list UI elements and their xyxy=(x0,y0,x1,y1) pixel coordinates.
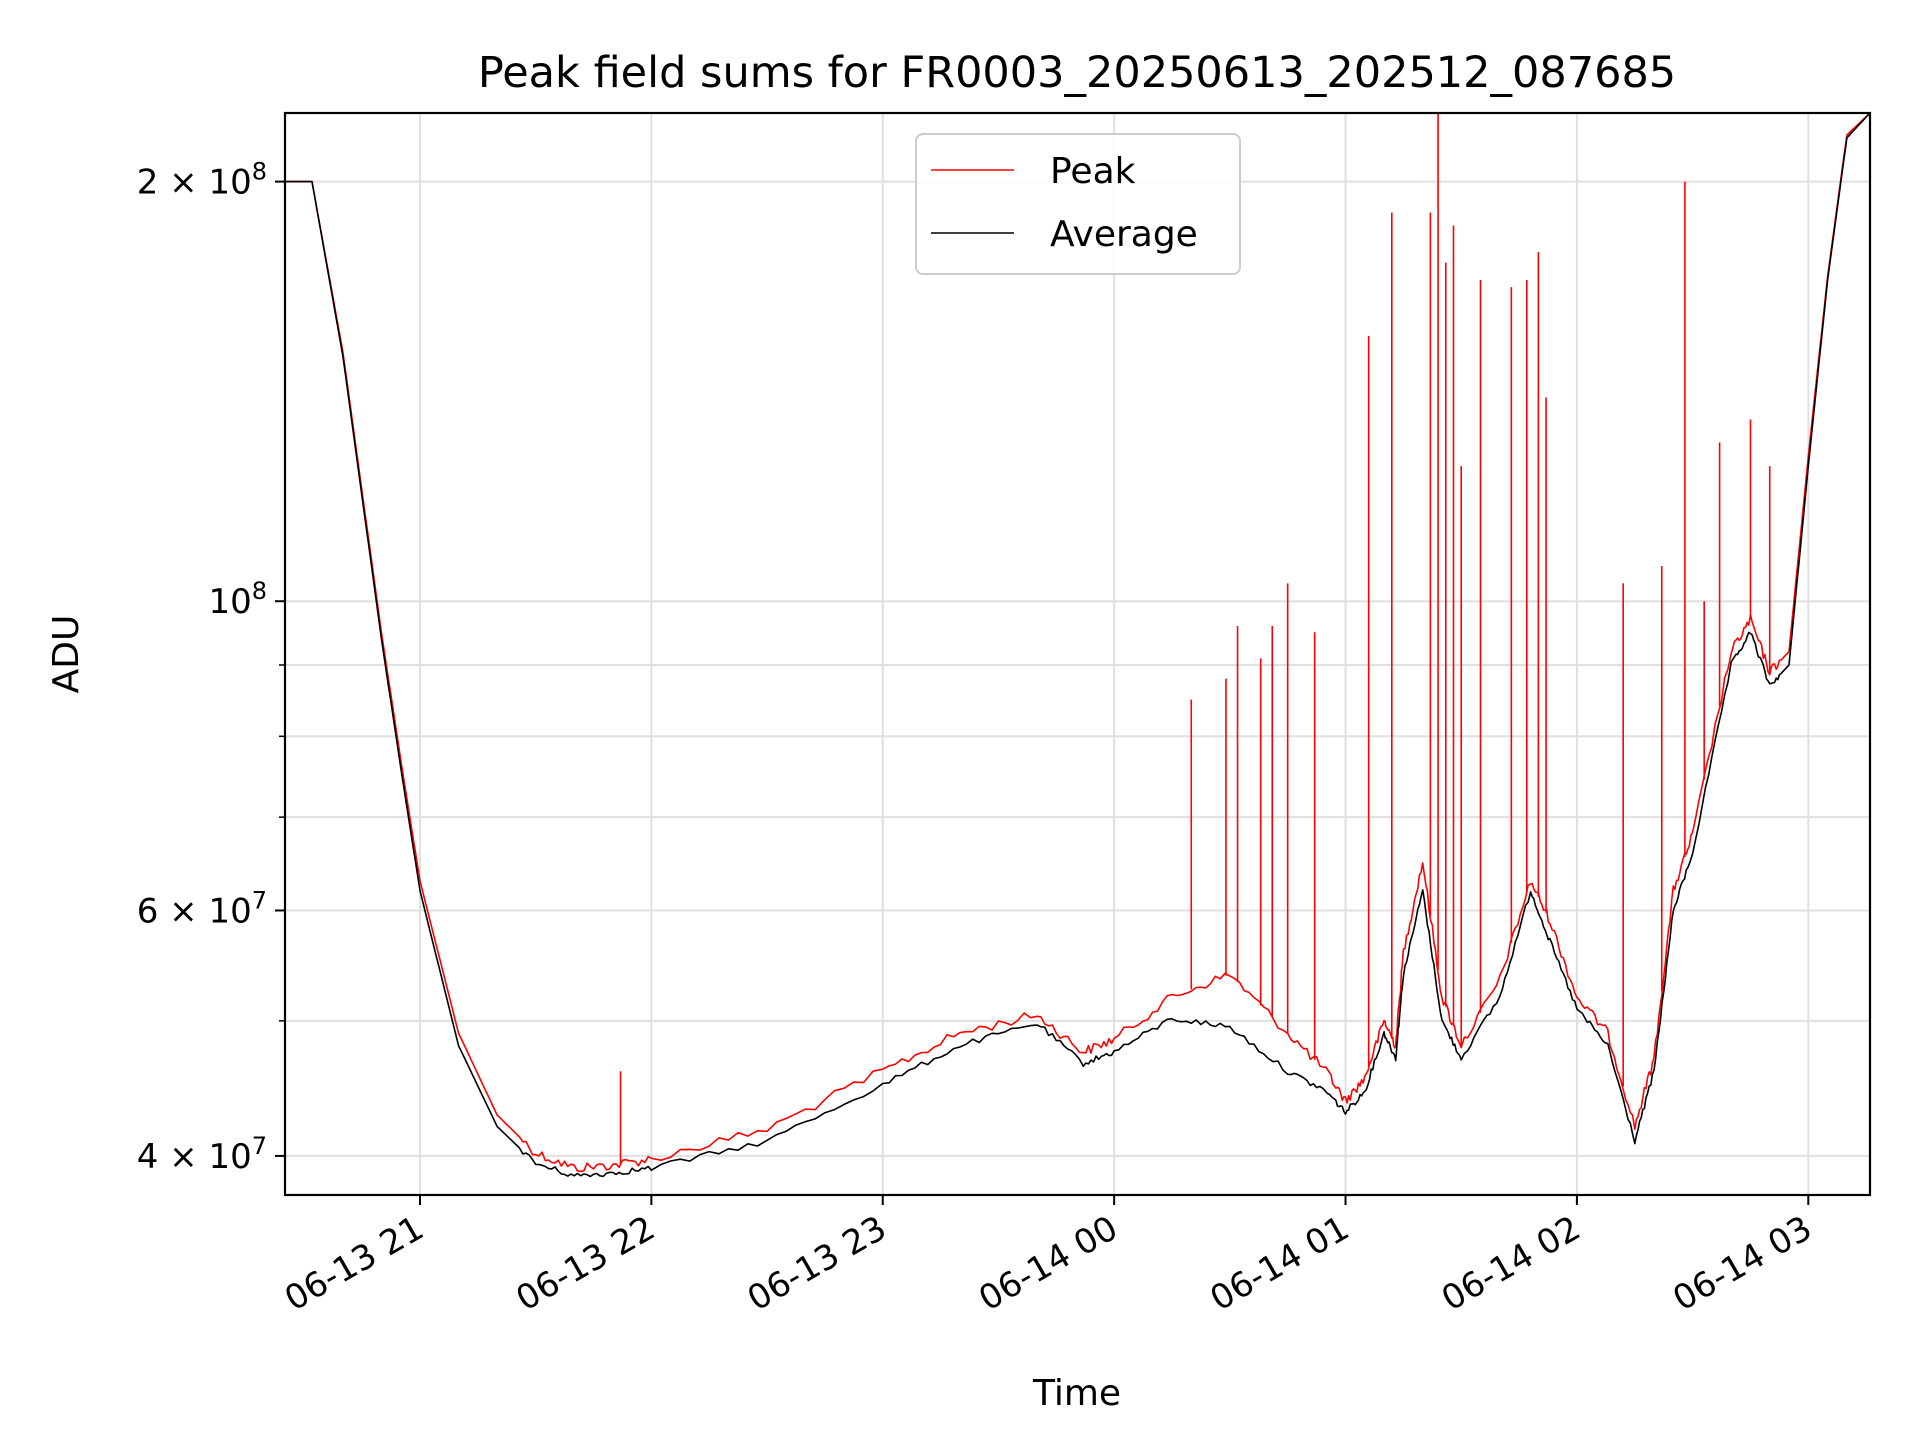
legend-box xyxy=(915,133,1241,275)
series-line-peak xyxy=(285,113,1870,1173)
chart-title: Peak field sums for FR0003_20250613_2025… xyxy=(478,48,1676,98)
y-tick-label: 6 × 107 xyxy=(137,886,267,931)
legend-label-average: Average xyxy=(1050,214,1198,255)
legend-label-peak: Peak xyxy=(1050,151,1136,192)
y-tick-label: 4 × 107 xyxy=(137,1132,267,1177)
y-tick-label: 108 xyxy=(208,577,267,622)
plot-frame xyxy=(283,111,1872,1197)
series-layer xyxy=(285,113,1870,1178)
y-tick-label: 2 × 108 xyxy=(137,158,267,203)
y-axis-label: ADU xyxy=(46,615,87,694)
series-line-average xyxy=(285,113,1870,1178)
legend: Peak Average xyxy=(915,133,1241,275)
x-axis-label: Time xyxy=(1032,1373,1121,1414)
